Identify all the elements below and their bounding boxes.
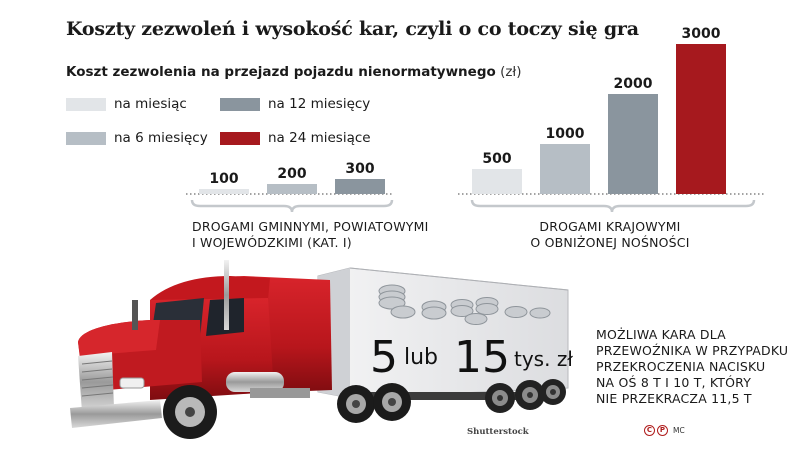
- legend-swatch-24-months: [220, 131, 260, 145]
- bar-group-1-1: [199, 189, 249, 194]
- legend-item-12-months: na 12 miesięcy: [220, 96, 370, 112]
- tractor-wheels: [163, 383, 411, 439]
- subtitle-text: Koszt zezwolenia na przejazd pojazdu nie…: [66, 64, 496, 80]
- bar-value-label-2-2: 1000: [546, 126, 585, 142]
- copyright-mark: C P MC: [644, 425, 685, 436]
- fine-line-3: PRZEKROCZENIA NACISKU: [596, 359, 766, 374]
- bar-group-1-3: [335, 179, 385, 194]
- group-label-local-roads-line2: I WOJEWÓDZKIMI (KAT. I): [192, 235, 352, 250]
- group-label-local-roads-line1: DROGAMI GMINNYMI, POWIATOWYMI: [192, 219, 429, 234]
- group-label-national-roads: DROGAMI KRAJOWYMI O OBNIŻONEJ NOŚNOŚCI: [526, 219, 694, 251]
- legend-item-6-months: na 6 miesięcy: [66, 130, 208, 146]
- fine-description: MOŻLIWA KARA DLA PRZEWOŹNIKA W PRZYPADKU…: [596, 327, 788, 407]
- bar-value-label-2-4: 3000: [682, 26, 721, 42]
- chart-subtitle: Koszt zezwolenia na przejazd pojazdu nie…: [66, 64, 522, 80]
- group-bracket-2: [470, 199, 756, 213]
- bar-group-1-2: [267, 184, 317, 194]
- legend-swatch-12-months: [220, 97, 260, 111]
- amount-word-lub: lub: [404, 345, 438, 370]
- group-label-national-roads-line1: DROGAMI KRAJOWYMI: [539, 219, 681, 234]
- legend-label-24-months: na 24 miesiące: [268, 130, 371, 146]
- group-label-national-roads-line2: O OBNIŻONEJ NOŚNOŚCI: [530, 235, 690, 250]
- group-bracket-1: [190, 199, 394, 213]
- copyright-c-icon: C: [644, 425, 655, 436]
- bar-value-label-1-3: 300: [345, 161, 374, 177]
- subtitle-unit: (zł): [500, 64, 522, 80]
- trailer-amount: 5 lub 15 tys. zł: [370, 332, 573, 383]
- bar-group-2-2: [540, 144, 590, 194]
- bar-group-2-1: [472, 169, 522, 194]
- legend-swatch-monthly: [66, 97, 106, 111]
- copyright-initials: MC: [673, 426, 685, 435]
- bar-value-label-1-1: 100: [209, 171, 238, 187]
- legend-item-monthly: na miesiąc: [66, 96, 187, 112]
- fine-line-5: NIE PRZEKRACZA 11,5 T: [596, 391, 752, 406]
- coins-icon: [378, 284, 551, 325]
- legend-label-12-months: na 12 miesięcy: [268, 96, 371, 112]
- truck-cab: [70, 260, 332, 428]
- amount-number-5: 5: [370, 332, 398, 383]
- fine-line-1: MOŻLIWA KARA DLA: [596, 327, 726, 342]
- bar-group-2-4: [676, 44, 726, 194]
- group-label-local-roads: DROGAMI GMINNYMI, POWIATOWYMI I WOJEWÓDZ…: [192, 219, 429, 251]
- legend-swatch-6-months: [66, 131, 106, 145]
- image-credit: Shutterstock: [467, 427, 529, 437]
- trailer-wheels: [485, 379, 566, 413]
- fine-line-4: NA OŚ 8 T I 10 T, KTÓRY: [596, 375, 752, 390]
- trailer-box: [317, 267, 569, 399]
- bar-value-label-2-3: 2000: [614, 76, 653, 92]
- bar-value-label-2-1: 500: [482, 151, 511, 167]
- bar-value-label-1-2: 200: [277, 166, 306, 182]
- legend-item-24-months: na 24 miesiące: [220, 130, 371, 146]
- copyright-p-icon: P: [657, 425, 668, 436]
- bar-chart: 100 200 300 500 1000 2000 3000: [186, 26, 766, 213]
- infographic-title: Koszty zezwoleń i wysokość kar, czyli o …: [66, 18, 639, 40]
- legend-label-monthly: na miesiąc: [114, 96, 187, 112]
- amount-unit: tys. zł: [514, 347, 573, 371]
- amount-number-15: 15: [454, 332, 510, 383]
- legend-label-6-months: na 6 miesięcy: [114, 130, 208, 146]
- bar-group-2-3: [608, 94, 658, 194]
- fine-line-2: PRZEWOŹNIKA W PRZYPADKU: [596, 343, 789, 358]
